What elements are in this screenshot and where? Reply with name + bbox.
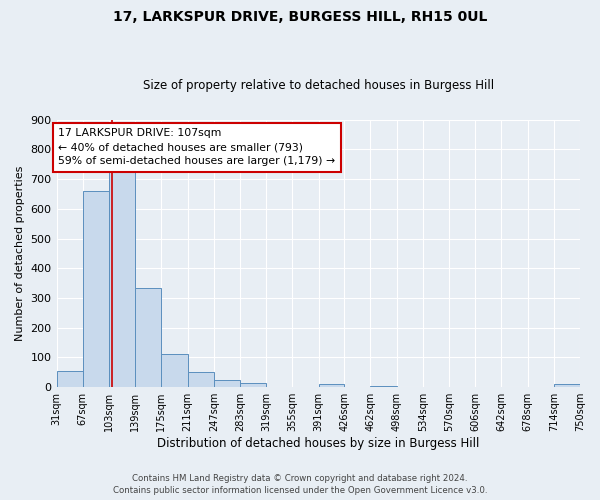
Bar — [554, 384, 580, 387]
Bar — [109, 164, 135, 387]
Title: Size of property relative to detached houses in Burgess Hill: Size of property relative to detached ho… — [143, 79, 494, 92]
Bar — [161, 354, 188, 387]
Y-axis label: Number of detached properties: Number of detached properties — [15, 166, 25, 341]
Text: 17 LARKSPUR DRIVE: 107sqm
← 40% of detached houses are smaller (793)
59% of semi: 17 LARKSPUR DRIVE: 107sqm ← 40% of detac… — [58, 128, 335, 166]
Bar — [56, 371, 83, 387]
Bar — [240, 382, 266, 387]
Bar — [370, 386, 397, 387]
Bar — [188, 372, 214, 387]
X-axis label: Distribution of detached houses by size in Burgess Hill: Distribution of detached houses by size … — [157, 437, 479, 450]
Bar — [135, 288, 161, 387]
Text: 17, LARKSPUR DRIVE, BURGESS HILL, RH15 0UL: 17, LARKSPUR DRIVE, BURGESS HILL, RH15 0… — [113, 10, 487, 24]
Bar — [319, 384, 344, 387]
Bar — [214, 380, 240, 387]
Text: Contains HM Land Registry data © Crown copyright and database right 2024.
Contai: Contains HM Land Registry data © Crown c… — [113, 474, 487, 495]
Bar — [83, 191, 109, 387]
